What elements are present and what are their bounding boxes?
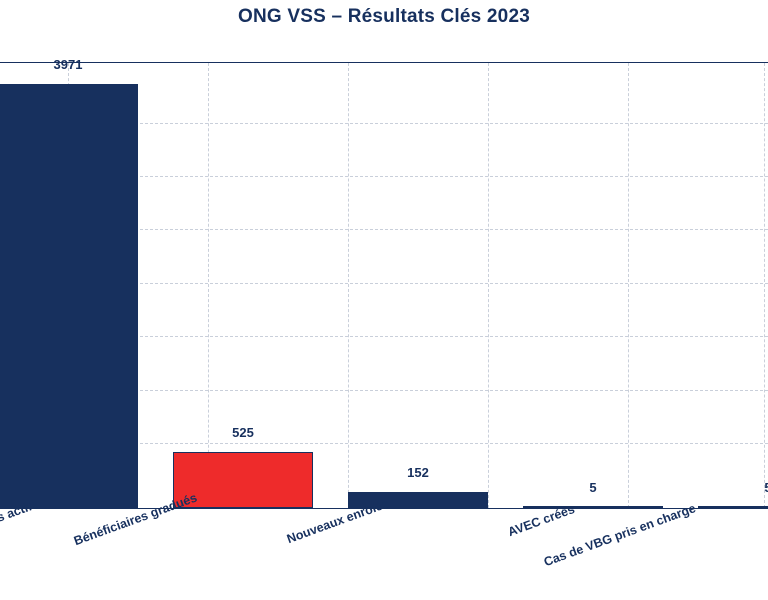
plot-area: 3971 525 152 5 5 xyxy=(0,57,768,509)
gridline-vertical xyxy=(208,63,209,508)
gridline-horizontal xyxy=(0,442,768,444)
bar-value-label: 3971 xyxy=(53,57,83,72)
gridline-vertical xyxy=(348,63,349,508)
bar-value-label: 525 xyxy=(232,425,254,440)
bar-beneficiaires-gradues[interactable] xyxy=(173,451,313,508)
gridline-horizontal xyxy=(0,229,768,231)
gridline-horizontal xyxy=(0,336,768,338)
gridline-horizontal xyxy=(0,176,768,177)
gridline-horizontal xyxy=(0,389,768,391)
gridline-vertical xyxy=(764,63,765,508)
gridline-horizontal xyxy=(0,282,768,284)
bar-avec-crees[interactable] xyxy=(523,506,663,508)
bar-membres-actifs[interactable] xyxy=(0,84,138,508)
bar-cas-de-vbg-pris-en-charge[interactable] xyxy=(698,506,768,508)
bar-value-label: 5 xyxy=(764,480,768,495)
gridline-vertical xyxy=(488,63,489,508)
bar-value-label: 5 xyxy=(589,480,597,495)
bar-value-label: 152 xyxy=(407,465,429,480)
gridline-vertical xyxy=(628,63,629,508)
chart-title: ONG VSS – Résultats Clés 2023 xyxy=(238,6,530,27)
gridline-horizontal xyxy=(0,122,768,124)
bar-nouveaux-enroles[interactable] xyxy=(348,491,488,508)
